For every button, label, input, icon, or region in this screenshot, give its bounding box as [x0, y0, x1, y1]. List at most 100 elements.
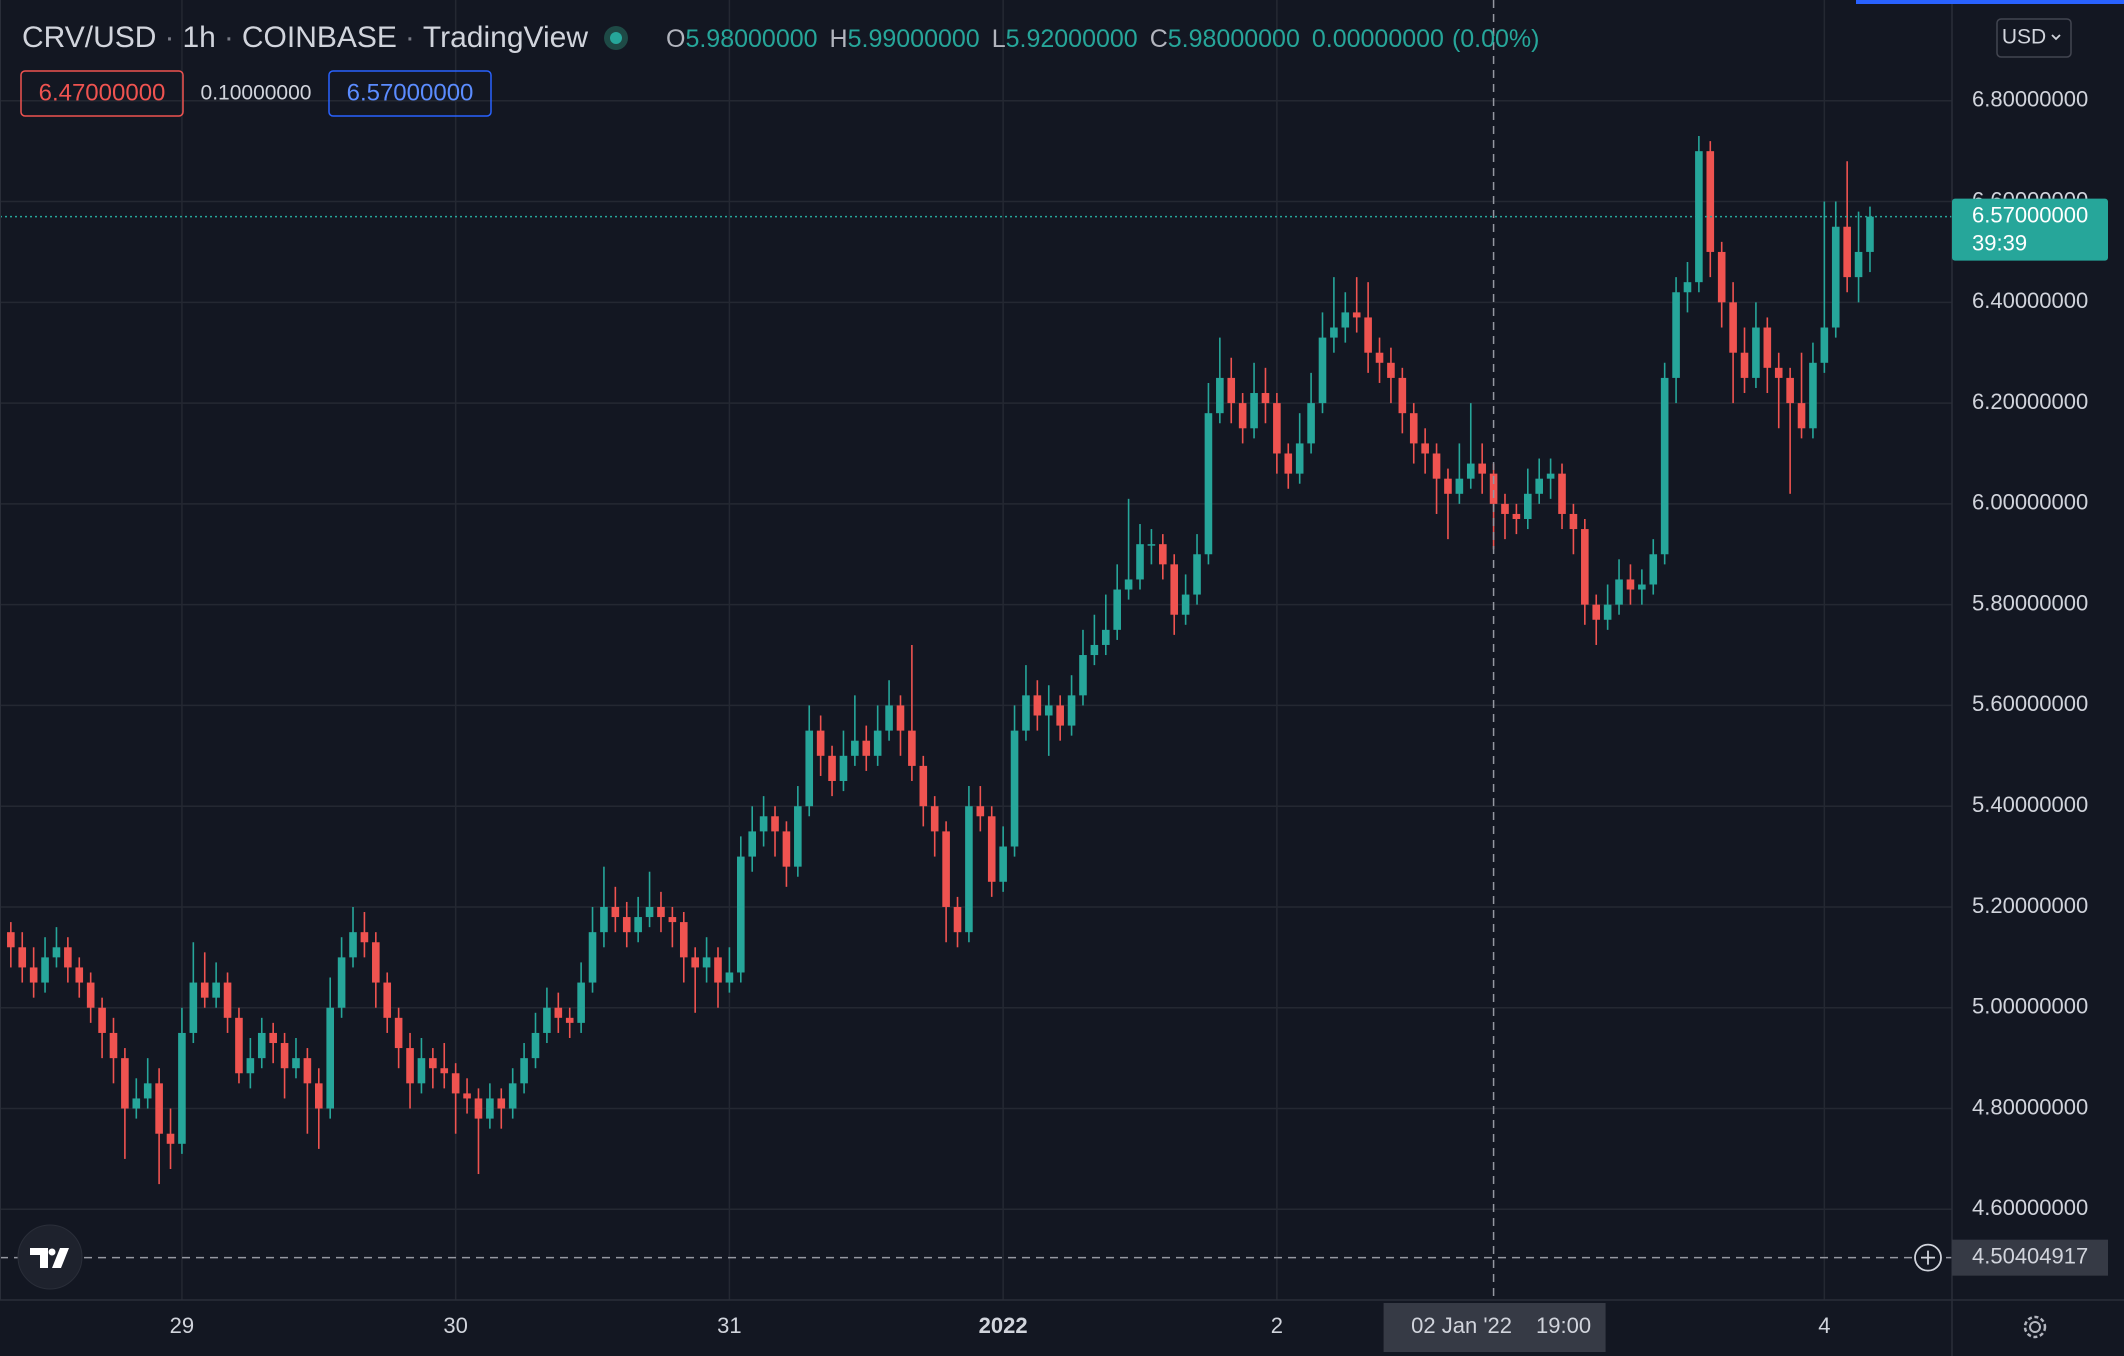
candle-body: [1136, 544, 1144, 580]
currency: USD: [2002, 26, 2046, 49]
candle-body: [360, 932, 369, 943]
candle-body: [851, 740, 859, 756]
candle-body: [919, 765, 928, 807]
candle-body: [1227, 377, 1236, 404]
chevron: [2051, 34, 2061, 41]
candle-body: [1022, 695, 1030, 731]
candle-body: [1535, 478, 1544, 494]
candle-body: [1044, 705, 1053, 716]
candle-body: [178, 1032, 186, 1144]
crosshair-time: 19:00: [1536, 1313, 1591, 1338]
add-alert-button[interactable]: [1914, 1243, 1942, 1272]
candle-body: [337, 957, 346, 1008]
symbol: CRV/USD: [22, 21, 156, 54]
logo-badge[interactable]: [17, 1224, 83, 1290]
candle-body: [1147, 544, 1156, 546]
candle-body: [1409, 413, 1418, 444]
candle-body: [497, 1098, 506, 1109]
ohlc-line: O5.98000000 H5.99000000 L5.92000000 C5.9800…: [666, 25, 1540, 53]
candle-body: [1090, 644, 1099, 656]
candle-body: [1569, 513, 1578, 530]
candle-body: [771, 816, 779, 832]
candle-body: [1843, 226, 1851, 278]
candle-body: [1489, 473, 1498, 504]
sell-button[interactable]: [20, 70, 184, 117]
y-tick-label: 5.40000000: [1972, 792, 2088, 817]
candle-body: [269, 1032, 277, 1044]
candle-body: [7, 932, 15, 948]
currency-button[interactable]: [1996, 18, 2072, 58]
candle-body: [725, 972, 734, 983]
candle-body: [451, 1073, 460, 1094]
candle-body: [1478, 463, 1486, 474]
candle-body: [349, 932, 357, 958]
candle-body: [782, 831, 791, 867]
candle-body: [714, 957, 722, 983]
candle-body: [1204, 413, 1213, 555]
y-tick-label: 6.00000000: [1972, 490, 2088, 515]
buy-button[interactable]: [328, 70, 492, 117]
candle-body: [1010, 730, 1019, 847]
candle-body: [1740, 352, 1749, 378]
countdown: 39:39: [1972, 230, 2027, 255]
gear-center: [2029, 1321, 2041, 1333]
candle-body: [862, 740, 871, 756]
candle-body: [109, 1032, 118, 1059]
candle-body: [1501, 503, 1509, 514]
candle-body: [1592, 604, 1601, 620]
candle-body: [52, 947, 61, 958]
x-tick-label: 2: [1271, 1313, 1283, 1338]
candle-body: [554, 1007, 563, 1018]
candle-body: [1466, 463, 1475, 479]
candle-body: [737, 856, 745, 973]
candle-body: [235, 1017, 243, 1074]
candle-body: [1330, 327, 1338, 338]
candle-body: [1432, 453, 1441, 479]
candle-body: [600, 906, 608, 933]
candle-body: [634, 917, 642, 933]
candle-body: [29, 967, 38, 983]
candle-body: [1193, 554, 1201, 595]
candle-body: [1820, 327, 1829, 363]
candle-body: [987, 816, 996, 882]
candle-body: [1341, 312, 1350, 328]
y-tick-label: 5.80000000: [1972, 590, 2088, 615]
candle-body: [1512, 513, 1521, 519]
candle-body: [132, 1098, 141, 1109]
x-tick-label: 2022: [979, 1313, 1028, 1338]
candle-body: [1261, 393, 1270, 404]
y-tick-label: 4.80000000: [1972, 1094, 2088, 1119]
source: TradingView: [423, 21, 588, 54]
candle-body: [166, 1133, 175, 1144]
candle-body: [292, 1058, 300, 1069]
candle-body: [223, 982, 232, 1018]
plus-icon: [1921, 1250, 1935, 1265]
candle-body: [1238, 403, 1247, 429]
candle-body: [691, 957, 699, 968]
candle-body: [406, 1048, 414, 1084]
candle-body: [1159, 544, 1167, 565]
last-price-label: 6.57000000: [1972, 202, 2088, 227]
candle-body: [1774, 367, 1783, 378]
candle-body: [1352, 312, 1361, 318]
logo: [30, 1248, 69, 1268]
y-tick-label: 6.40000000: [1972, 288, 2088, 313]
ohlc-value: 5.98000000: [1168, 25, 1300, 53]
spread: 0.10000000: [201, 82, 312, 105]
candle-body: [212, 982, 220, 998]
candle-body: [440, 1068, 449, 1074]
candle-body: [930, 806, 939, 832]
candle-body: [748, 831, 757, 857]
separator: ·: [224, 21, 234, 54]
ohlc-key: O: [666, 25, 685, 53]
candle-body: [588, 932, 597, 983]
candle-body: [1181, 594, 1190, 615]
candle-body: [1558, 473, 1566, 514]
candle-body: [1626, 579, 1635, 590]
x-tick-label: 30: [443, 1313, 467, 1338]
candle-body: [429, 1058, 437, 1069]
candle-body: [965, 806, 973, 933]
settings-button[interactable]: [2023, 1315, 2047, 1339]
candle-body: [577, 982, 585, 1023]
